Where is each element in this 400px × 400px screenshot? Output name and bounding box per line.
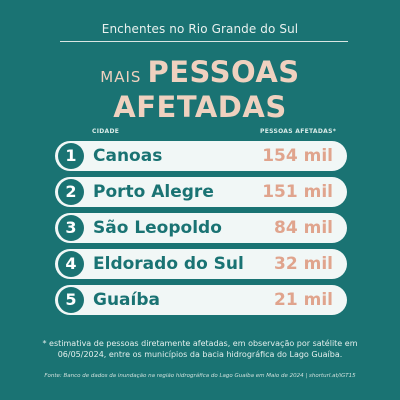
- column-header-people: PESSOAS AFETADAS*: [260, 128, 337, 135]
- footnote: * estimativa de pessoas diretamente afet…: [42, 339, 358, 359]
- ranking-list: 1 Canoas 154 mil 2 Porto Alegre 151 mil …: [55, 141, 347, 321]
- rank-badge: 4: [58, 251, 84, 277]
- title-mais: MAIS: [100, 68, 142, 86]
- rank-badge: 1: [58, 143, 84, 169]
- affected-count: 21 mil: [274, 290, 333, 310]
- ranking-row-3: 3 São Leopoldo 84 mil: [55, 213, 347, 243]
- ranking-row-4: 4 Eldorado do Sul 32 mil: [55, 249, 347, 279]
- city-name: São Leopoldo: [93, 218, 222, 238]
- header-divider: [60, 41, 348, 42]
- rank-badge: 3: [58, 215, 84, 241]
- header-title: Enchentes no Rio Grande do Sul: [101, 22, 299, 36]
- city-name: Porto Alegre: [93, 182, 214, 202]
- city-name: Guaíba: [93, 290, 160, 310]
- affected-count: 84 mil: [274, 218, 333, 238]
- main-title: MAIS PESSOAS AFETADAS: [0, 57, 400, 122]
- affected-count: 32 mil: [274, 254, 333, 274]
- rank-badge: 2: [58, 179, 84, 205]
- rank-badge: 5: [58, 287, 84, 313]
- title-afetadas: AFETADAS: [113, 90, 287, 124]
- city-name: Eldorado do Sul: [93, 254, 244, 274]
- affected-count: 151 mil: [262, 182, 333, 202]
- title-pessoas: PESSOAS: [147, 55, 300, 89]
- city-name: Canoas: [93, 146, 163, 166]
- affected-count: 154 mil: [262, 146, 333, 166]
- ranking-row-2: 2 Porto Alegre 151 mil: [55, 177, 347, 207]
- column-header-city: CIDADE: [92, 128, 120, 135]
- source-credit: Fonte: Banco de dados da inundação na re…: [44, 373, 356, 379]
- ranking-row-1: 1 Canoas 154 mil: [55, 141, 347, 171]
- ranking-row-5: 5 Guaíba 21 mil: [55, 285, 347, 315]
